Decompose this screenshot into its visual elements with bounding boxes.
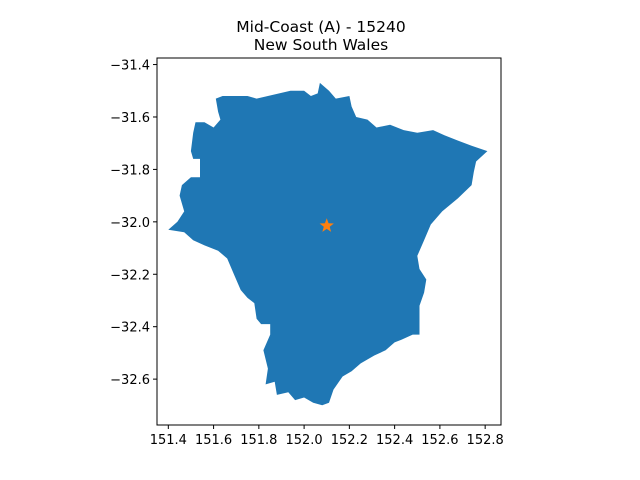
x-tick-label: 152.8	[467, 433, 504, 448]
y-tick-label: −32.6	[110, 373, 150, 388]
x-axis: 151.4 151.6 151.8 152.0 152.2 152.4 152.6 152.8	[150, 425, 504, 448]
y-tick-label: −31.6	[110, 111, 150, 126]
centroid-star-marker	[319, 218, 334, 232]
x-tick-label: 152.4	[376, 433, 413, 448]
plot-area	[156, 57, 502, 426]
x-tick-label: 151.4	[150, 433, 187, 448]
chart-title-line-1: Mid-Coast (A) - 15240	[236, 18, 405, 36]
axes-frame	[156, 57, 502, 426]
x-tick-label: 152.6	[421, 433, 458, 448]
y-tick-label: −31.4	[110, 59, 150, 74]
y-axis: −31.4 −31.6 −31.8 −32.0 −32.2 −32.4 −32.6	[110, 59, 157, 388]
chart-title-line-2: New South Wales	[254, 36, 388, 54]
y-tick-label: −32.0	[110, 216, 150, 231]
x-tick-label: 152.2	[331, 433, 368, 448]
x-tick-label: 151.6	[195, 433, 232, 448]
x-tick-label: 151.8	[240, 433, 277, 448]
x-tick-label: 152.0	[285, 433, 322, 448]
y-tick-label: −32.4	[110, 321, 150, 336]
y-tick-label: −32.2	[110, 268, 150, 283]
region-polygon	[168, 82, 488, 406]
y-tick-label: −31.8	[110, 163, 150, 178]
